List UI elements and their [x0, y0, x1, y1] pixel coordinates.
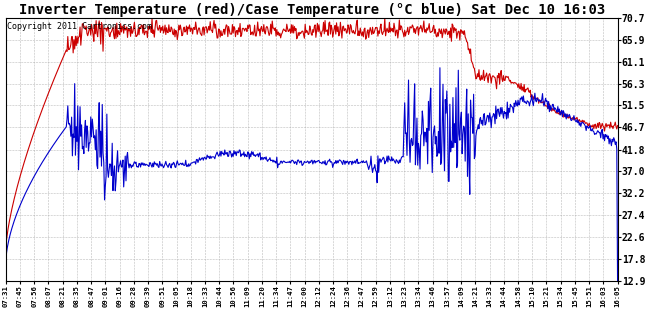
Text: Copyright 2011 Cartronics.com: Copyright 2011 Cartronics.com	[7, 22, 152, 31]
Title: Inverter Temperature (red)/Case Temperature (°C blue) Sat Dec 10 16:03: Inverter Temperature (red)/Case Temperat…	[19, 3, 605, 17]
